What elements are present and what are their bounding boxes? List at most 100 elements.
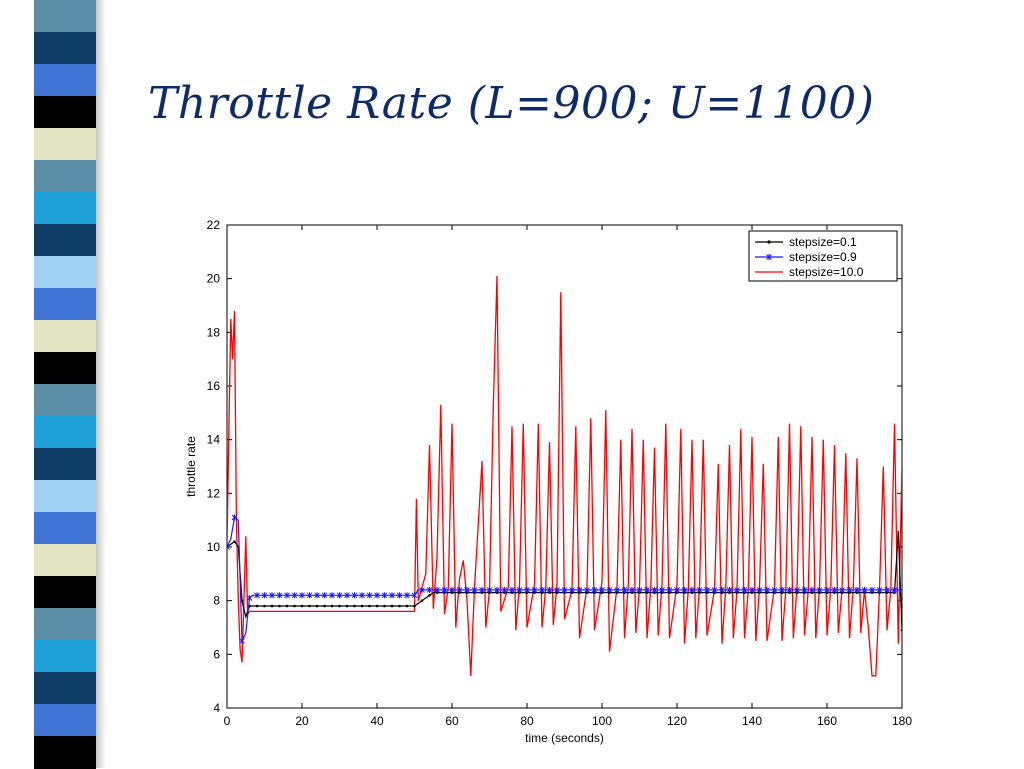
data-point [336,592,343,599]
series-stepsize-0-9 [227,514,902,644]
data-point [666,586,673,593]
data-point [329,592,335,599]
stripe-shadow [96,0,106,768]
data-point [884,586,890,593]
stripe-segment [34,608,96,641]
data-point [546,586,553,593]
y-tick-label: 22 [207,218,221,232]
data-point [351,592,358,599]
data-point [360,604,364,608]
data-point [539,586,545,593]
decorative-stripe-bar [34,0,96,769]
data-point [779,586,785,593]
data-point [839,586,845,593]
data-point [479,586,485,593]
data-point [255,604,259,608]
data-point [390,604,394,608]
data-point [786,586,793,593]
data-point [293,604,296,608]
stripe-segment [34,352,96,385]
stripe-segment [34,288,96,321]
data-point [269,592,275,599]
data-point [261,592,268,599]
data-point [314,592,320,599]
x-tick-label: 0 [224,714,231,728]
data-point [704,586,710,593]
data-point [254,592,260,599]
data-point [428,594,431,597]
data-point [284,592,290,599]
data-point [561,586,568,593]
data-point [531,586,538,593]
data-point [464,586,470,593]
x-tick-label: 80 [520,714,534,728]
data-point [854,586,860,593]
stripe-segment [34,416,96,449]
stripe-segment [34,192,96,225]
data-point [246,594,253,601]
x-tick-label: 120 [667,714,687,728]
x-tick-label: 60 [445,714,459,728]
data-point [501,586,508,593]
stripe-segment [34,320,96,353]
stripe-segment [34,640,96,673]
data-point [756,586,763,593]
legend-box [748,230,898,282]
y-tick-label: 14 [207,433,221,447]
data-point [659,586,665,593]
stripe-segment [34,384,96,417]
x-tick-label: 140 [742,714,762,728]
stripe-segment [34,448,96,481]
data-point [516,586,523,593]
data-point [411,592,418,599]
data-point [794,586,800,593]
data-point [621,586,628,593]
stripe-segment [34,128,96,161]
y-tick-label: 18 [207,325,221,339]
data-point [599,586,605,593]
stripe-segment [34,544,96,577]
data-point [404,592,410,599]
data-point [231,514,238,521]
stripe-segment [34,64,96,97]
data-point [291,592,298,599]
data-point [554,586,560,593]
data-point [299,592,305,599]
stripe-segment [34,160,96,193]
stripe-segment [34,256,96,289]
data-point [306,592,313,599]
data-point [330,604,334,608]
data-point [413,604,416,608]
data-point [509,586,515,593]
data-point [636,586,643,593]
legend-label: stepsize=0.9 [789,250,857,264]
data-point [711,586,718,593]
series-line [227,275,902,677]
data-point [741,586,748,593]
x-tick-label: 160 [817,714,837,728]
data-point [569,586,575,593]
data-point [308,604,311,608]
data-point [389,592,395,599]
slide-title: Throttle Rate (L=900; U=1100) [148,78,875,129]
stripe-segment [34,0,96,33]
data-point [591,586,598,593]
y-tick-label: 16 [207,379,221,393]
data-point [323,604,326,608]
data-point [644,586,650,593]
legend-label: stepsize=0.1 [789,235,857,249]
data-point [674,586,680,593]
data-point [375,604,379,608]
stripe-segment [34,224,96,257]
data-point [734,586,740,593]
legend-label: stepsize=10.0 [789,265,864,279]
series-stepsize-10-0 [227,275,902,677]
data-point [689,586,695,593]
data-point [809,586,815,593]
data-point [426,586,433,593]
data-point [227,544,230,550]
x-tick-label: 40 [370,714,384,728]
series-stepsize-0-1 [227,530,902,632]
data-point [338,604,341,608]
data-point [398,604,401,608]
